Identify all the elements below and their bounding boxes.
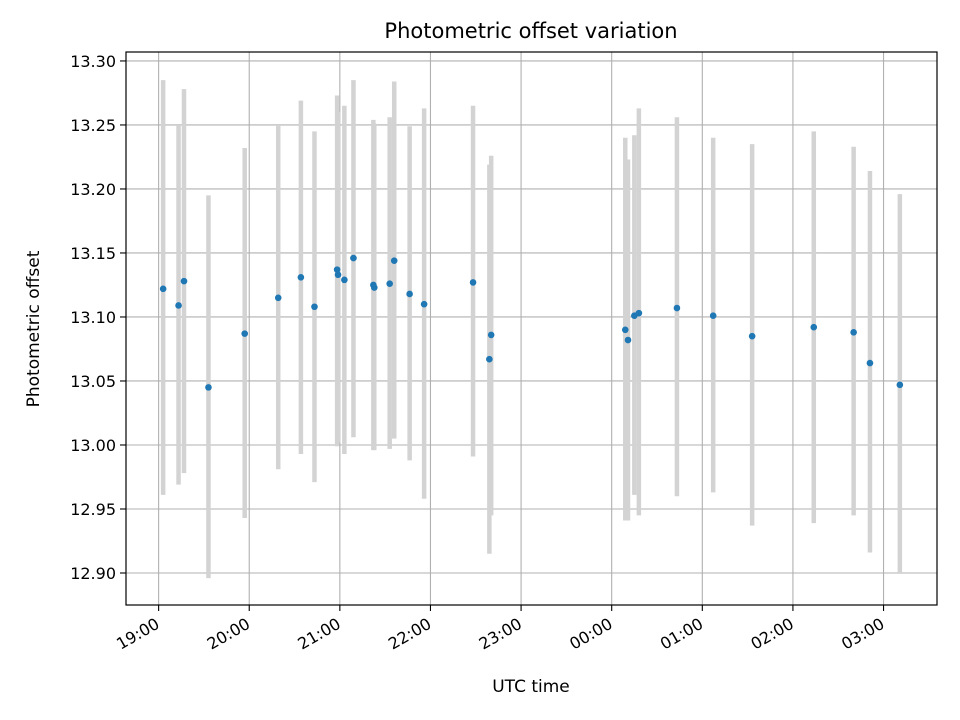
x-tick-label: 02:00 — [747, 614, 796, 654]
data-point — [621, 326, 629, 334]
data-point — [311, 303, 318, 311]
data-point — [180, 277, 188, 285]
plot-frame — [125, 51, 938, 606]
x-tick-label: 21:00 — [294, 614, 343, 654]
data-point — [709, 312, 717, 319]
data-point — [486, 355, 493, 363]
y-axis: 12.90 12.95 13.00 13.05 13.10 13.15 13.20 13.25… — [70, 52, 126, 583]
data-point — [241, 330, 249, 337]
data-point — [487, 331, 495, 339]
y-tick-label: 13.15 — [70, 244, 116, 263]
data-point — [866, 359, 874, 367]
y-tick-label: 13.10 — [70, 308, 116, 327]
data-point — [850, 329, 857, 336]
data-point — [386, 280, 393, 287]
y-axis-label: Photometric offset — [24, 250, 44, 407]
data-point — [469, 279, 477, 286]
data-point — [635, 309, 643, 317]
data-point — [420, 300, 428, 308]
data-point — [159, 285, 167, 293]
data-point — [341, 276, 348, 284]
y-tick-label: 13.20 — [70, 180, 116, 199]
errorbar-layer — [160, 80, 903, 579]
data-point — [390, 257, 398, 264]
y-tick-label: 13.00 — [70, 436, 116, 455]
chart-title: Photometric offset variation — [384, 19, 677, 43]
data-point — [810, 323, 818, 331]
x-tick-label: 22:00 — [385, 614, 434, 654]
y-tick-label: 12.95 — [70, 500, 116, 519]
data-point — [370, 284, 378, 291]
x-axis: 19:00 20:00 21:00 22:00 23:00 00:00 01:00 02:00… — [113, 605, 888, 654]
y-tick-label: 12.90 — [70, 564, 116, 583]
x-tick-label: 20:00 — [204, 614, 253, 654]
data-point — [896, 381, 904, 389]
y-tick-label: 13.25 — [70, 116, 116, 135]
data-point — [673, 304, 681, 312]
data-point — [748, 332, 756, 340]
x-tick-label: 01:00 — [657, 614, 706, 654]
point-layer — [159, 254, 904, 391]
x-tick-label: 19:00 — [113, 614, 162, 654]
data-point — [274, 294, 282, 302]
x-tick-label: 03:00 — [838, 614, 887, 654]
data-point — [297, 273, 305, 281]
data-point — [624, 336, 632, 344]
data-point — [333, 266, 341, 273]
x-axis-label: UTC time — [492, 677, 570, 697]
data-point — [350, 254, 357, 262]
x-tick-label: 23:00 — [476, 614, 525, 654]
data-point — [406, 290, 413, 298]
y-tick-label: 13.05 — [70, 372, 116, 391]
data-point — [334, 271, 342, 279]
data-point — [175, 302, 182, 309]
x-tick-label: 00:00 — [566, 614, 615, 654]
data-point — [205, 384, 212, 391]
y-tick-label: 13.30 — [70, 52, 116, 71]
